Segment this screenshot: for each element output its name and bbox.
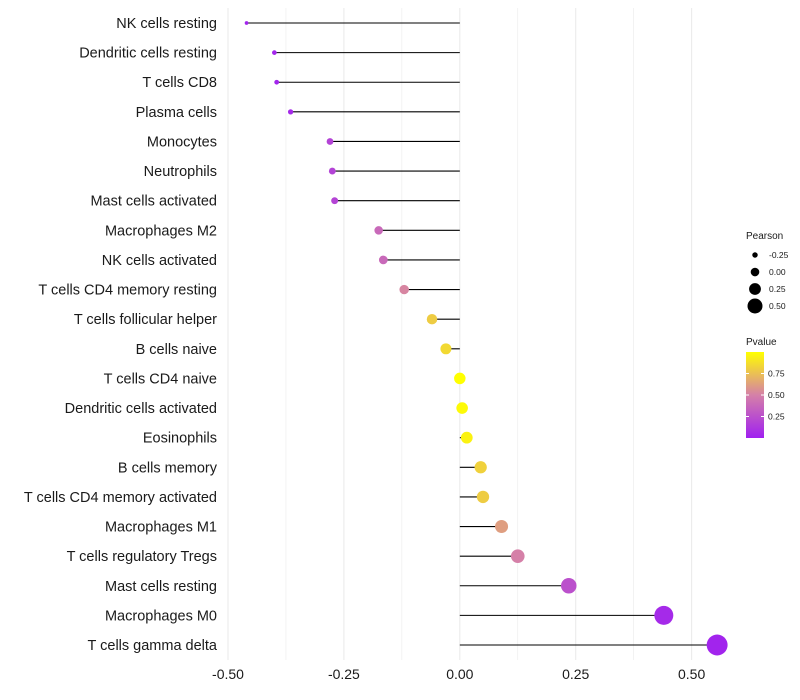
legend-size-key — [747, 298, 763, 314]
category-label: NK cells activated — [102, 253, 217, 269]
lollipop-point — [474, 461, 487, 474]
lollipop-point — [328, 167, 336, 175]
lollipop-point — [495, 520, 509, 534]
lollipop-point — [476, 490, 490, 504]
category-label: T cells regulatory Tregs — [67, 549, 217, 565]
category-label: Plasma cells — [136, 105, 217, 121]
stem-layer — [246, 22, 718, 646]
legend-pvalue-title: Pvalue — [746, 337, 777, 348]
legend-size-key — [752, 252, 758, 258]
legend-size-label: 0.25 — [769, 284, 786, 294]
lollipop-point — [274, 79, 280, 85]
legend-size-key — [749, 283, 761, 295]
lollipop-point — [378, 255, 388, 265]
lollipop-point — [399, 284, 409, 295]
legend-size-label: -0.25 — [769, 250, 789, 260]
grid-layer — [227, 8, 693, 660]
lollipop-point — [456, 402, 468, 414]
category-label: B cells naive — [136, 342, 217, 358]
legend-pvalue-label: 0.50 — [768, 390, 785, 400]
x-axis-tick-labels: -0.50 -0.25 0.00 0.25 0.50 — [212, 666, 705, 682]
lollipop-point — [440, 343, 452, 355]
lollipop-point — [460, 431, 473, 444]
lollipop-point — [561, 578, 577, 594]
category-label: Dendritic cells activated — [65, 401, 217, 417]
legend-pvalue-colorbar — [746, 352, 764, 438]
x-tick-label: 0.50 — [678, 666, 705, 682]
legend-pvalue: Pvalue 0.75 0.50 0.25 — [746, 337, 785, 438]
category-label: T cells CD4 memory activated — [24, 490, 217, 506]
point-layer — [244, 21, 728, 656]
x-tick-label: 0.25 — [562, 666, 589, 682]
category-label: Macrophages M2 — [105, 223, 217, 239]
lollipop-point — [244, 21, 249, 25]
category-label: Macrophages M0 — [105, 608, 217, 624]
category-label: Macrophages M1 — [105, 520, 217, 536]
category-label: Eosinophils — [143, 431, 217, 447]
lollipop-point — [326, 138, 334, 145]
category-label: B cells memory — [118, 460, 218, 476]
legend-pearson-title: Pearson — [746, 231, 783, 242]
lollipop-point — [331, 197, 339, 205]
legend-size-key — [750, 267, 760, 277]
category-label: Monocytes — [147, 134, 217, 150]
category-label: T cells CD8 — [142, 75, 217, 91]
legend-pvalue-label: 0.75 — [768, 369, 785, 379]
category-label: Mast cells activated — [90, 194, 217, 210]
category-label: T cells follicular helper — [74, 312, 217, 328]
lollipop-point — [374, 226, 383, 235]
lollipop-point — [426, 313, 438, 325]
category-label: T cells CD4 naive — [104, 371, 217, 387]
category-labels: NK cells resting Dendritic cells resting T… — [24, 16, 218, 654]
legend-pvalue-label: 0.25 — [768, 412, 785, 422]
category-label: Dendritic cells resting — [79, 46, 217, 62]
x-tick-label: 0.00 — [446, 666, 473, 682]
legend-pearson: Pearson -0.25 0.00 0.25 0.50 — [746, 231, 789, 314]
category-label: Neutrophils — [144, 164, 217, 180]
lollipop-point — [654, 605, 674, 625]
lollipop-point — [706, 634, 728, 656]
lollipop-point — [287, 109, 294, 115]
category-label: Mast cells resting — [105, 579, 217, 595]
legend-size-label: 0.50 — [769, 301, 786, 311]
x-tick-label: -0.50 — [212, 666, 244, 682]
category-label: T cells gamma delta — [88, 638, 218, 654]
category-label: NK cells resting — [116, 16, 217, 32]
category-label: T cells CD4 memory resting — [38, 283, 217, 299]
x-tick-label: -0.25 — [328, 666, 360, 682]
lollipop-point — [272, 50, 277, 55]
lollipop-point — [454, 372, 466, 385]
lollipop-point — [510, 549, 525, 563]
legend-size-label: 0.00 — [769, 267, 786, 277]
